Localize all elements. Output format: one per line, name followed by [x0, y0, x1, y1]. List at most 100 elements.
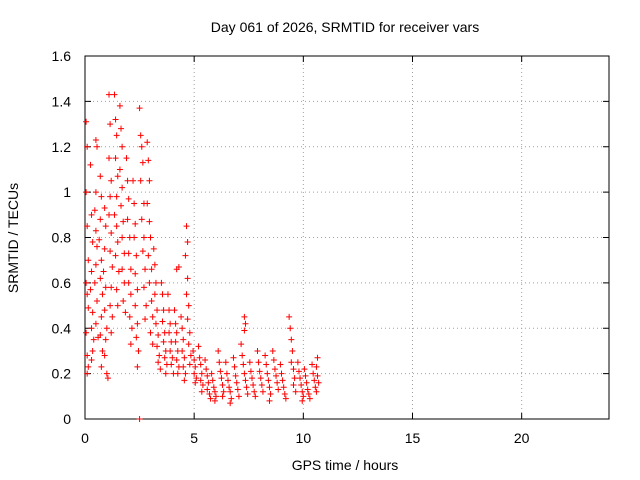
data-point [206, 391, 213, 398]
data-point [84, 143, 91, 150]
data-point [133, 334, 140, 341]
data-point [264, 370, 271, 377]
data-point [242, 377, 249, 384]
data-point [207, 395, 214, 402]
data-point [173, 266, 180, 273]
data-point [162, 370, 169, 377]
data-point [101, 205, 108, 212]
y-tick-label: 1.4 [52, 93, 72, 109]
data-point [205, 379, 212, 386]
data-point [154, 307, 161, 314]
data-point [173, 329, 180, 336]
data-point [313, 388, 320, 395]
data-point [107, 193, 114, 200]
data-point [171, 307, 178, 314]
data-point [223, 370, 230, 377]
data-point [274, 379, 281, 386]
data-point [152, 279, 159, 286]
data-point [116, 102, 123, 109]
data-point [137, 177, 144, 184]
y-tick-label: 0.2 [52, 366, 72, 382]
data-point [155, 332, 162, 339]
data-point [168, 361, 175, 368]
data-point [158, 279, 165, 286]
data-point [186, 361, 193, 368]
data-point [97, 173, 104, 180]
data-point [112, 116, 119, 123]
data-point [113, 132, 120, 139]
data-point [299, 388, 306, 395]
data-point [209, 377, 216, 384]
data-point [152, 320, 159, 327]
data-point [197, 361, 204, 368]
data-point [114, 302, 121, 309]
data-point [147, 234, 154, 241]
data-point [196, 354, 203, 361]
data-point [140, 284, 147, 291]
y-tick-label: 0.8 [52, 230, 72, 246]
y-tick-label: 1 [63, 184, 71, 200]
data-point [102, 284, 109, 291]
data-point [148, 298, 155, 305]
data-point [89, 239, 96, 246]
data-point [226, 384, 233, 391]
data-point [91, 279, 98, 286]
data-point [112, 252, 119, 259]
data-point [130, 177, 137, 184]
data-point [101, 307, 108, 314]
data-point [193, 375, 200, 382]
data-point [156, 352, 163, 359]
data-point [312, 384, 319, 391]
data-point [304, 386, 311, 393]
data-point [180, 363, 187, 370]
data-point [185, 302, 192, 309]
data-point [89, 309, 96, 316]
plot-frame [84, 55, 610, 420]
data-point [290, 366, 297, 373]
data-point [202, 357, 209, 364]
data-point [88, 268, 95, 275]
data-point [233, 379, 240, 386]
data-point [97, 216, 104, 223]
x-tick-label: 5 [190, 430, 198, 446]
data-point [191, 357, 198, 364]
data-point [151, 291, 158, 298]
data-point [125, 195, 132, 202]
data-point [290, 381, 297, 388]
data-point [191, 370, 198, 377]
data-point [227, 400, 234, 407]
data-point [85, 257, 92, 264]
data-point [204, 372, 211, 379]
data-point [111, 91, 118, 98]
data-point [251, 388, 258, 395]
data-point [109, 263, 116, 270]
data-point [275, 386, 282, 393]
data-point [111, 211, 118, 218]
data-point [198, 388, 205, 395]
data-point [309, 361, 316, 368]
data-point [128, 325, 135, 332]
data-point [84, 352, 91, 359]
data-point [99, 347, 106, 354]
data-point [83, 279, 90, 286]
x-tick-label: 20 [514, 430, 530, 446]
data-point [164, 291, 171, 298]
data-point [235, 393, 242, 400]
data-point [190, 347, 197, 354]
data-point [127, 341, 134, 348]
data-point [174, 370, 181, 377]
data-point [114, 173, 121, 180]
data-points [83, 91, 322, 422]
data-point [135, 347, 142, 354]
data-point [173, 357, 180, 364]
data-point [180, 336, 187, 343]
data-point [172, 338, 179, 345]
data-point [281, 391, 288, 398]
data-point [244, 391, 251, 398]
data-point [167, 347, 174, 354]
data-point [84, 291, 91, 298]
data-point [157, 366, 164, 373]
data-point [90, 336, 97, 343]
data-point [108, 177, 115, 184]
data-point [287, 325, 294, 332]
